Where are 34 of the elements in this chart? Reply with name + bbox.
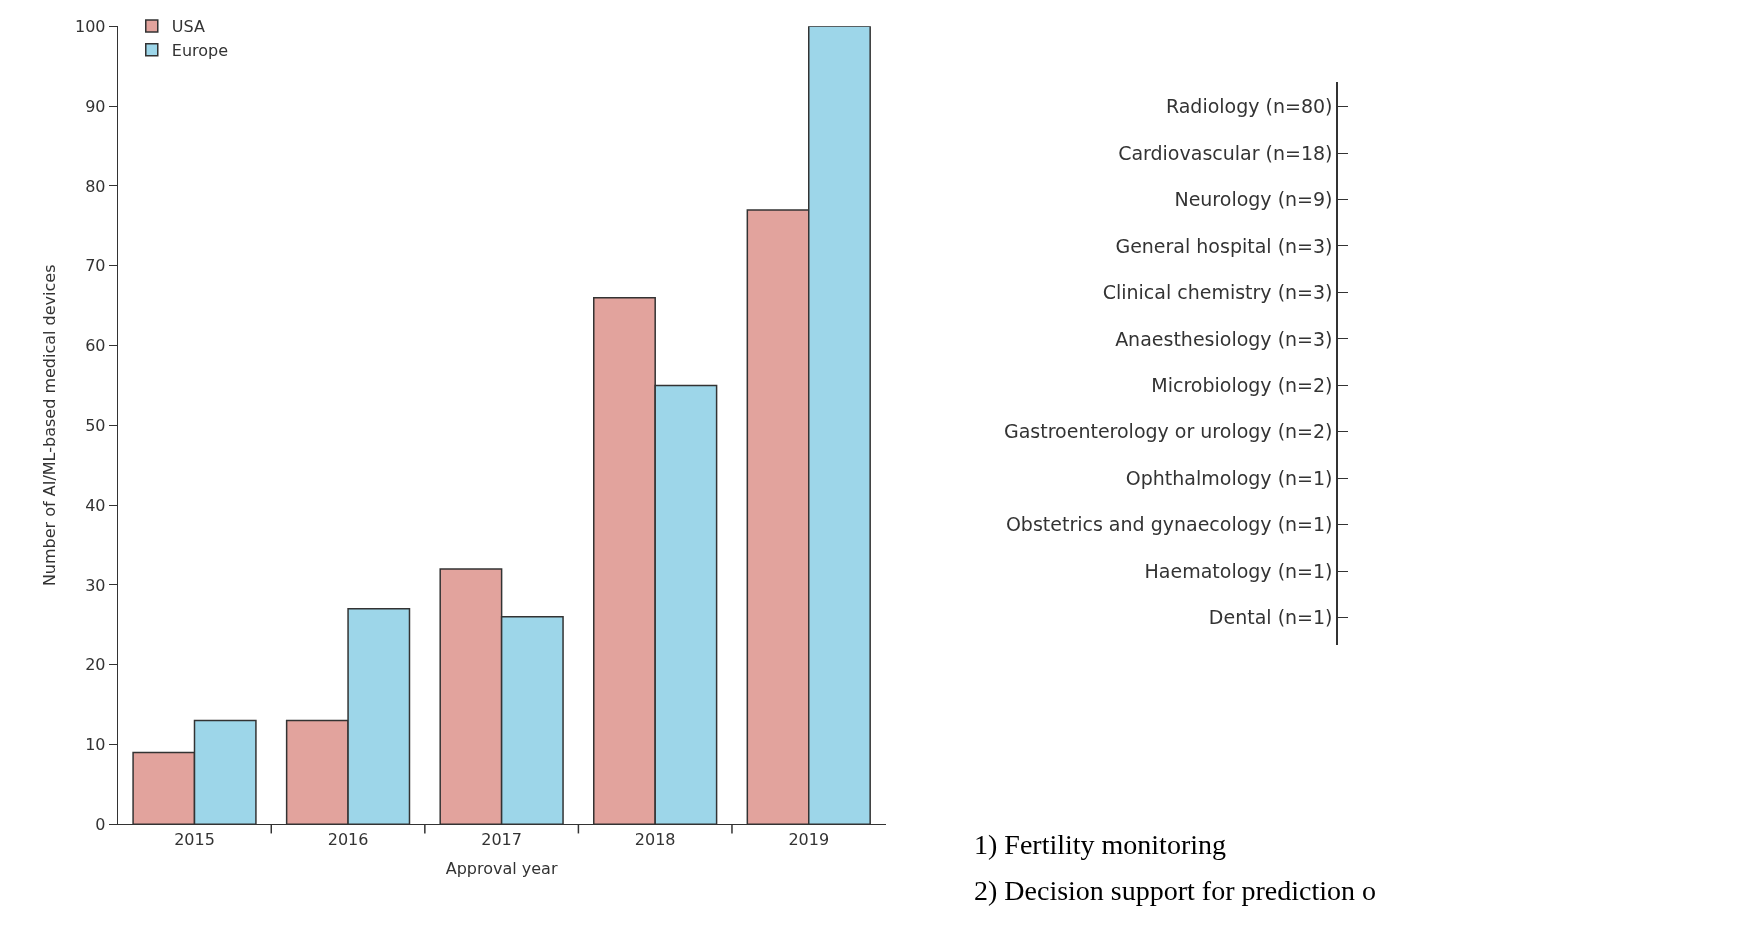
category-label: General hospital (n=3) xyxy=(1115,234,1333,257)
category-label: Obstetrics and gynaecology (n=1) xyxy=(1005,513,1333,536)
x-tick-label: 2018 xyxy=(634,829,676,849)
y-tick-label: 60 xyxy=(85,336,106,356)
y-tick-label: 10 xyxy=(85,735,106,755)
x-tick-label: 2017 xyxy=(481,829,522,849)
category-label: Radiology (n=80) xyxy=(1165,95,1333,118)
y-tick-label: 80 xyxy=(85,176,106,196)
y-tick-label: 20 xyxy=(85,655,106,675)
x-tick-label: 2019 xyxy=(788,829,830,849)
category-label: Clinical chemistry (n=3) xyxy=(1102,281,1333,304)
category-label: Neurology (n=9) xyxy=(1174,188,1333,211)
category-label: Haematology (n=1) xyxy=(1144,559,1333,582)
y-tick-label: 50 xyxy=(85,415,106,435)
category-label: Anaesthesiology (n=3) xyxy=(1115,327,1333,350)
y-tick-label: 90 xyxy=(85,96,106,116)
category-label: Dental (n=1) xyxy=(1208,606,1333,629)
x-tick-label: 2016 xyxy=(327,829,369,849)
legend-label: USA xyxy=(171,17,205,37)
y-tick-label: 100 xyxy=(74,16,106,36)
category-label: Gastroenterology or urology (n=2) xyxy=(1004,420,1333,443)
y-tick-label: 30 xyxy=(85,575,106,595)
y-tick-label: 40 xyxy=(85,495,106,515)
x-tick-label: 2015 xyxy=(174,829,215,849)
y-axis-title: Number of AI/ML-based medical devices xyxy=(39,264,59,587)
category-label: Microbiology (n=2) xyxy=(1151,373,1333,396)
legend-label: Europe xyxy=(171,40,229,60)
text: 2) Decision support for prediction o xyxy=(974,875,1377,906)
y-tick-label: 0 xyxy=(95,814,106,834)
text: 1) Fertility monitoring xyxy=(974,829,1226,860)
x-axis-title: Approval year xyxy=(445,859,558,879)
category-label: Ophthalmology (n=1) xyxy=(1125,466,1333,489)
y-tick-label: 70 xyxy=(85,256,106,276)
category-label: Cardiovascular (n=18) xyxy=(1118,141,1333,164)
